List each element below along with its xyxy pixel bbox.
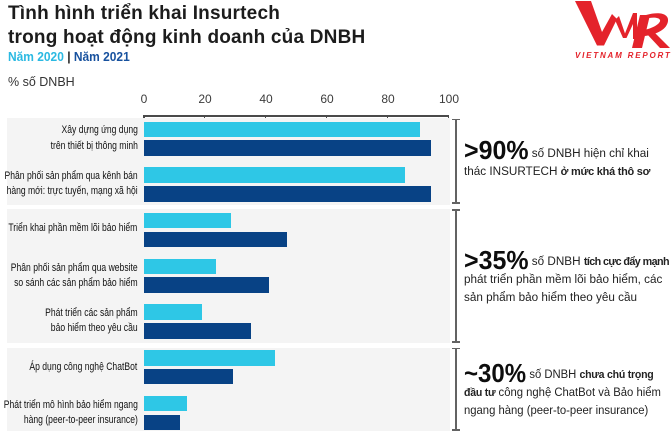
svg-text:VIETNAM REPORT: VIETNAM REPORT: [575, 51, 672, 60]
